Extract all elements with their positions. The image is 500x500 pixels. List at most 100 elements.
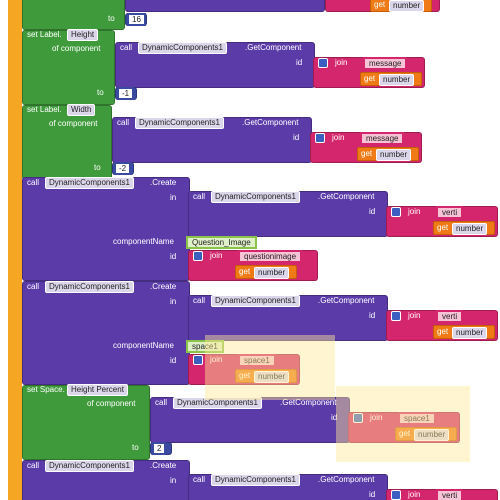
label: id <box>369 311 376 320</box>
label: join <box>332 133 345 142</box>
label: set Label. <box>27 105 62 114</box>
text-block: message <box>360 132 405 145</box>
mutator-icon <box>353 413 363 423</box>
label: join <box>408 490 421 499</box>
setter-block <box>22 0 125 30</box>
number-block: -2 <box>114 162 132 175</box>
label: to <box>97 88 104 97</box>
get-label: get <box>239 267 251 276</box>
dropdown: DynamicComponents1 <box>45 177 134 189</box>
text-block: verti <box>436 206 464 219</box>
label: to <box>108 14 115 23</box>
label: set Space. <box>27 385 65 394</box>
label: call <box>27 178 40 187</box>
text-block: Question_Image <box>186 236 257 249</box>
label: call <box>27 282 40 291</box>
variable-dropdown: number <box>389 0 425 12</box>
number-block: 16 <box>127 13 146 26</box>
text-block: verti <box>436 310 464 323</box>
label: call <box>193 192 206 201</box>
label: id <box>170 356 177 365</box>
variable-dropdown: number <box>379 74 415 86</box>
dropdown: Width <box>67 104 96 116</box>
get-label: get <box>361 149 373 158</box>
label: .GetComponent <box>242 118 299 127</box>
text-block: questionimage <box>238 250 303 263</box>
mutator-icon <box>391 207 401 217</box>
label: call <box>193 475 206 484</box>
variable-dropdown: number <box>376 149 412 161</box>
label: .GetComponent <box>318 192 375 201</box>
label: join <box>370 413 383 422</box>
mutator-icon <box>318 58 328 68</box>
get-block: get number <box>235 369 297 383</box>
get-label: get <box>437 327 449 336</box>
label: .GetComponent <box>318 475 375 484</box>
label: to <box>132 443 139 452</box>
event-block-edge <box>8 0 22 500</box>
dropdown: DynamicComponents1 <box>135 117 224 129</box>
create-block <box>22 177 190 281</box>
create-block <box>22 281 190 385</box>
selection-highlight <box>336 386 470 462</box>
dropdown: Height Percent <box>67 384 128 396</box>
get-label: get <box>239 371 251 380</box>
dropdown: DynamicComponents1 <box>211 295 300 307</box>
get-block: get number <box>433 221 495 235</box>
label: id <box>170 252 177 261</box>
label: call <box>193 296 206 305</box>
mutator-icon <box>193 251 203 261</box>
label: componentName <box>113 237 174 246</box>
label: call <box>27 461 40 470</box>
label: join <box>210 251 223 260</box>
variable-dropdown: number <box>254 371 290 383</box>
label: id <box>293 133 300 142</box>
get-label: get <box>399 429 411 438</box>
variable-dropdown: number <box>254 267 290 279</box>
dropdown: DynamicComponents1 <box>173 397 262 409</box>
variable-dropdown: number <box>452 327 488 339</box>
get-block: get number <box>370 0 432 12</box>
label: of component <box>52 44 101 53</box>
label: id <box>296 58 303 67</box>
mutator-icon <box>193 355 203 365</box>
label: .Create <box>150 178 177 187</box>
get-label: get <box>364 74 376 83</box>
label: in <box>170 297 177 306</box>
label: id <box>369 207 376 216</box>
mutator-icon <box>315 133 325 143</box>
label: .GetComponent <box>245 43 302 52</box>
label: call <box>117 118 130 127</box>
get-block: get number <box>235 265 297 279</box>
label: in <box>170 476 177 485</box>
label: id <box>331 413 338 422</box>
label: set Label. <box>27 30 62 39</box>
get-block: get number <box>357 147 419 161</box>
text-block: space1 <box>238 354 276 367</box>
label: .Create <box>150 461 177 470</box>
label: componentName <box>113 341 174 350</box>
label: id <box>369 490 376 499</box>
label: .Create <box>150 282 177 291</box>
label: call <box>120 43 133 52</box>
selection-highlight <box>205 335 335 400</box>
label: of component <box>49 119 98 128</box>
number-block: -1 <box>117 87 135 100</box>
text-block: message <box>363 57 408 70</box>
label: .GetComponent <box>318 296 375 305</box>
text-block: space1 <box>398 412 436 425</box>
text-block: verti <box>436 489 464 500</box>
dropdown: DynamicComponents1 <box>45 281 134 293</box>
dropdown: DynamicComponents1 <box>138 42 227 54</box>
text-block: space1 <box>186 340 224 353</box>
label: join <box>210 355 223 364</box>
setter-block <box>22 385 150 460</box>
get-block: get number <box>360 72 422 86</box>
number-block: 2 <box>152 442 167 455</box>
label: .GetComponent <box>280 398 337 407</box>
mutator-icon <box>391 490 401 500</box>
get-label: get <box>374 0 386 9</box>
label: join <box>408 207 421 216</box>
dropdown: Height <box>67 29 99 41</box>
